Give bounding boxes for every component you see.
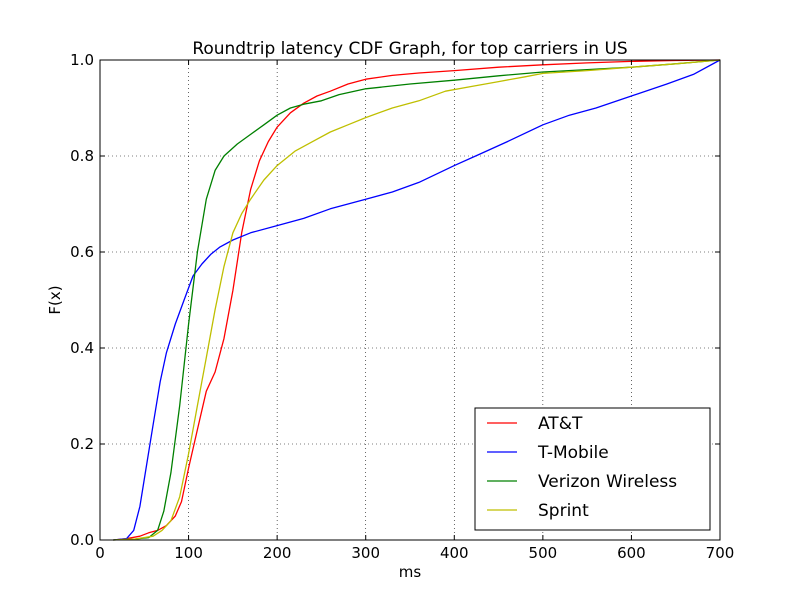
y-tick-label: 0.4 bbox=[70, 339, 94, 357]
legend-label-0: AT&T bbox=[538, 414, 583, 434]
x-tick-label: 200 bbox=[263, 544, 292, 562]
x-tick-label: 500 bbox=[529, 544, 558, 562]
series-lines bbox=[113, 59, 721, 541]
x-axis-label: ms bbox=[399, 563, 422, 581]
x-tick-label: 600 bbox=[617, 544, 646, 562]
legend-label-3: Sprint bbox=[538, 501, 589, 521]
y-tick-label: 0.6 bbox=[70, 243, 94, 261]
x-tick-label: 100 bbox=[174, 544, 203, 562]
series-line-2 bbox=[113, 59, 721, 541]
plot-frame bbox=[99, 59, 721, 541]
y-tick-label: 0.2 bbox=[70, 435, 94, 453]
x-tick-label: 300 bbox=[351, 544, 380, 562]
y-tick-label: 1.0 bbox=[70, 51, 94, 69]
y-axis-label: F(x) bbox=[46, 285, 64, 314]
legend-box bbox=[474, 407, 711, 531]
legend-label-1: T-Mobile bbox=[537, 443, 609, 463]
x-tick-label: 400 bbox=[440, 544, 469, 562]
legend-label-2: Verizon Wireless bbox=[538, 472, 677, 492]
x-tick-label: 0 bbox=[95, 544, 105, 562]
x-tick-label: 700 bbox=[706, 544, 735, 562]
y-tick-label: 0.0 bbox=[70, 531, 94, 549]
series-line-1 bbox=[113, 59, 721, 541]
ticks: 0 100 200 300 400 500 600 700 0.0 0.2 0.4 0.6 0.8 1.0 bbox=[70, 51, 734, 562]
chart-title: Roundtrip latency CDF Graph, for top car… bbox=[192, 39, 627, 59]
legend: AT&T T-Mobile Verizon Wireless Sprint bbox=[474, 407, 711, 531]
y-tick-label: 0.8 bbox=[70, 147, 94, 165]
series-line-3 bbox=[113, 59, 721, 541]
